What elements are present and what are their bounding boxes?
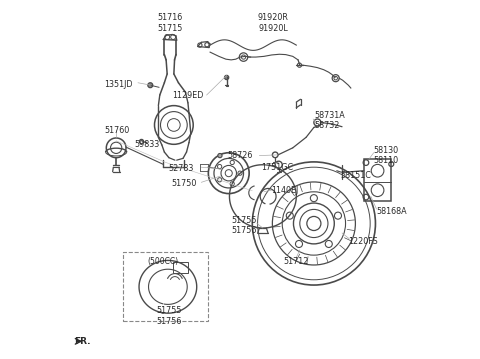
Text: 1751GC: 1751GC bbox=[261, 163, 293, 172]
Text: 52783: 52783 bbox=[168, 164, 193, 173]
Text: 58726: 58726 bbox=[227, 151, 252, 160]
Text: 1220FS: 1220FS bbox=[348, 237, 378, 246]
Text: 51755
51756: 51755 51756 bbox=[156, 306, 182, 326]
Text: 51760: 51760 bbox=[105, 126, 130, 135]
Text: 58731A
58732: 58731A 58732 bbox=[314, 111, 345, 130]
Text: 1351JD: 1351JD bbox=[104, 80, 132, 89]
Text: 91920R
91920L: 91920R 91920L bbox=[258, 13, 289, 33]
Text: 51750: 51750 bbox=[172, 178, 197, 187]
Text: 58130
58110: 58130 58110 bbox=[374, 146, 399, 165]
Text: 1140EJ: 1140EJ bbox=[271, 186, 298, 195]
Text: (500CC): (500CC) bbox=[148, 257, 179, 266]
Circle shape bbox=[225, 75, 229, 80]
Text: 51755
51756: 51755 51756 bbox=[231, 215, 257, 235]
Bar bbox=[364, 159, 391, 201]
Text: 58151C: 58151C bbox=[340, 172, 371, 181]
Circle shape bbox=[148, 83, 153, 88]
Text: 51716
51715: 51716 51715 bbox=[157, 13, 182, 33]
Text: 59833: 59833 bbox=[134, 140, 160, 149]
Circle shape bbox=[218, 153, 222, 158]
Text: 1129ED: 1129ED bbox=[172, 90, 203, 99]
Text: 58168A: 58168A bbox=[376, 208, 407, 216]
Text: 51712: 51712 bbox=[284, 257, 309, 266]
Text: FR.: FR. bbox=[74, 337, 90, 346]
